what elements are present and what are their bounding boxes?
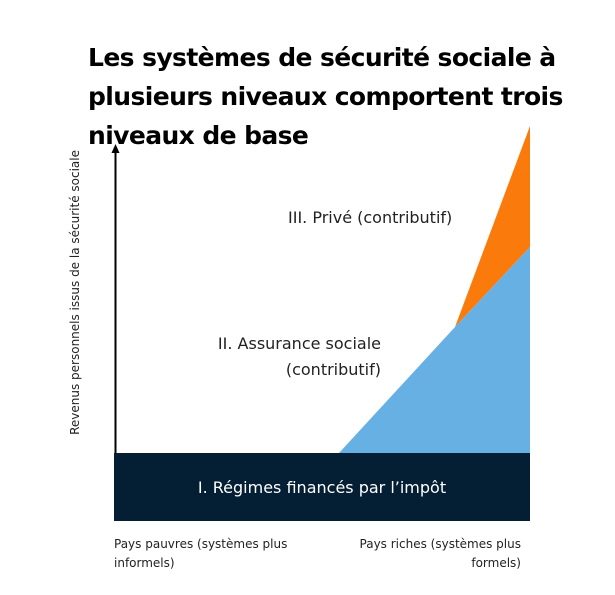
x-axis-left-label: Pays pauvres (systèmes plus informels) [114, 537, 288, 570]
diagram-title: Les systèmes de sécurité sociale à plusi… [88, 43, 563, 150]
tier-tax-financed-label: I. Régimes financés par l’impôt [197, 478, 447, 497]
y-axis-label: Revenus personnels issus de la sécurité … [68, 150, 82, 435]
x-axis-right-label: Pays riches (systèmes plus formels) [359, 537, 521, 570]
y-axis-arrowhead [111, 144, 120, 153]
tier-social-insurance-area [339, 247, 530, 453]
tier-tax-financed-bar [114, 453, 530, 521]
tier-social-insurance-label: II. Assurance sociale (contributif) [217, 334, 381, 379]
tier-private-label: III. Privé (contributif) [288, 208, 453, 227]
tier-private-area [455, 126, 530, 327]
